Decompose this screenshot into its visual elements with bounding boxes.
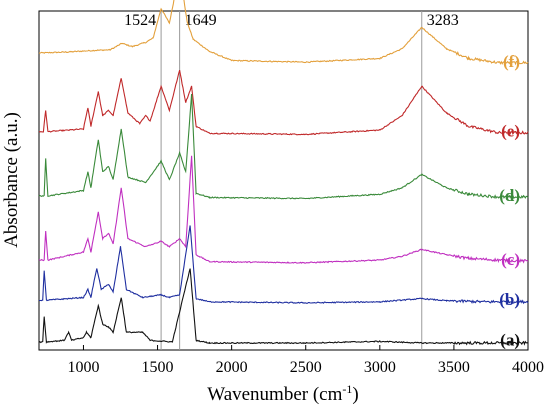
plot-frame — [38, 10, 529, 351]
reference-label-1524: 1524 — [124, 12, 156, 29]
series-line-c — [38, 155, 529, 264]
x-tick-label-1000: 1000 — [67, 359, 99, 376]
y-axis-title: Absorbance (a.u.) — [1, 112, 22, 248]
curve-label-b: (b) — [499, 290, 520, 309]
x-axis-title: Wavenumber (cm-1) — [207, 382, 358, 405]
curve-label-d: (d) — [499, 186, 520, 205]
x-tick-label-2000: 2000 — [216, 359, 248, 376]
series-line-a — [38, 268, 529, 346]
x-tick-label-3000: 3000 — [364, 359, 396, 376]
curve-label-c: (c) — [501, 250, 520, 269]
x-tick-label-1500: 1500 — [142, 359, 174, 376]
reference-label-1649: 1649 — [185, 12, 217, 29]
curve-label-e: (e) — [501, 122, 520, 141]
reference-label-3283: 3283 — [427, 12, 459, 29]
x-tick-label-2500: 2500 — [290, 359, 322, 376]
series-line-b — [38, 225, 529, 305]
series-line-f — [38, 0, 529, 66]
curve-label-f: (f) — [503, 52, 520, 71]
x-tick-label-4000: 4000 — [512, 359, 544, 376]
series-line-e — [38, 70, 529, 136]
x-tick-label-3500: 3500 — [438, 359, 470, 376]
curve-label-a: (a) — [500, 330, 520, 349]
series-line-d — [38, 93, 529, 200]
